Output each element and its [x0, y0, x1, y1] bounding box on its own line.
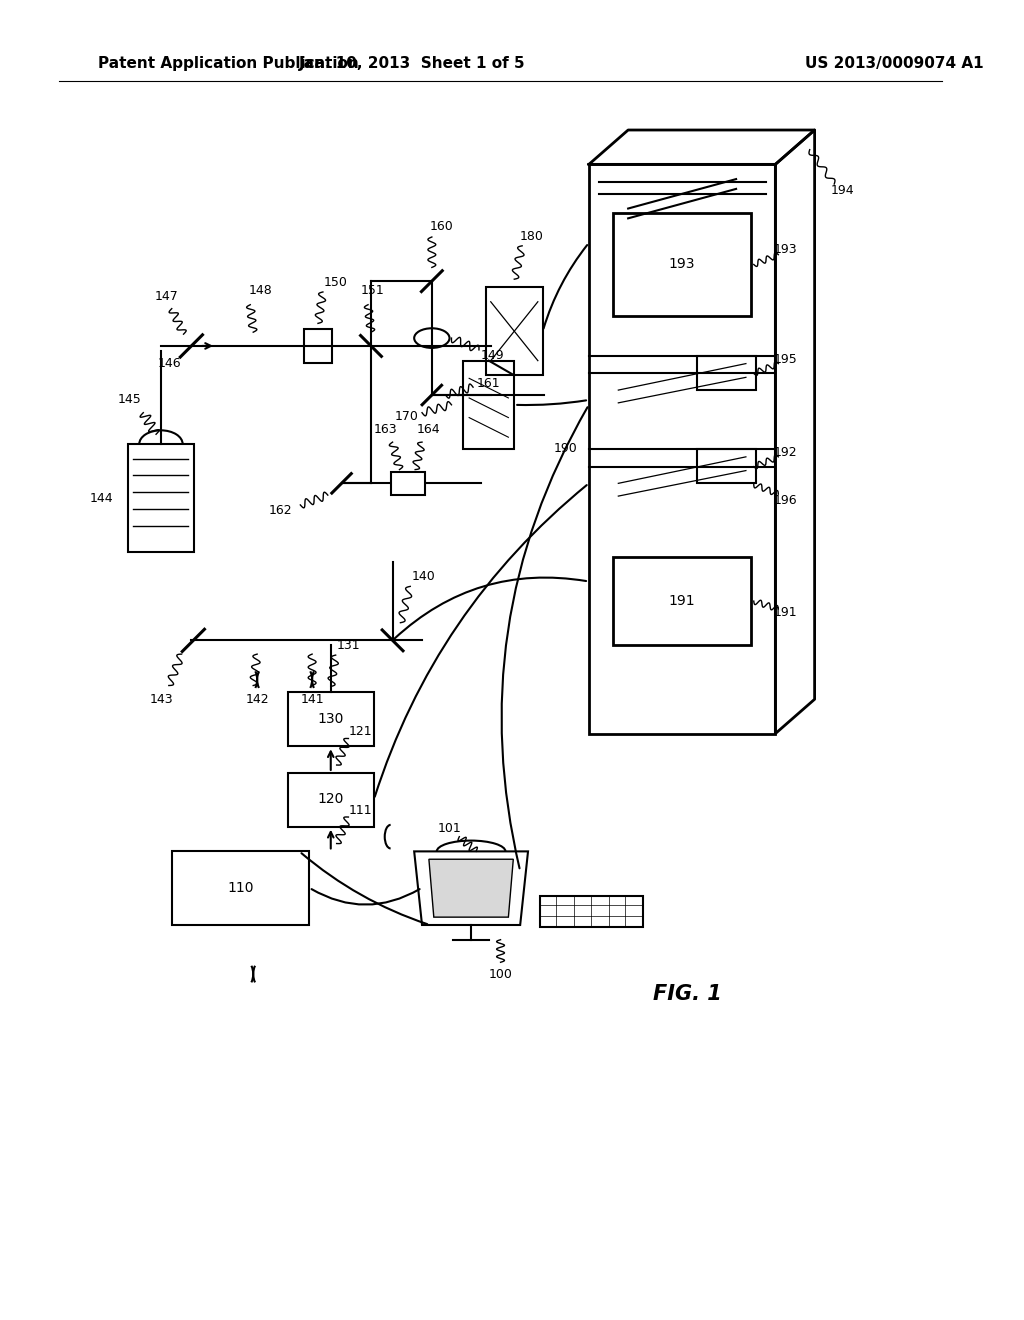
Text: 160: 160	[430, 219, 454, 232]
Text: 100: 100	[488, 968, 512, 981]
Text: 196: 196	[773, 494, 797, 507]
Text: 170: 170	[394, 411, 418, 424]
Text: 141: 141	[300, 693, 324, 706]
Text: FIG. 1: FIG. 1	[652, 983, 721, 1003]
Text: Patent Application Publication: Patent Application Publication	[98, 55, 358, 71]
Text: 148: 148	[248, 285, 272, 297]
Text: 146: 146	[158, 358, 181, 370]
Text: 142: 142	[246, 693, 269, 706]
Text: 149: 149	[481, 350, 505, 362]
Text: 192: 192	[773, 446, 797, 459]
Text: 140: 140	[412, 570, 436, 583]
Bar	[540, 895, 643, 927]
Bar	[288, 774, 374, 826]
Polygon shape	[429, 859, 513, 917]
Bar	[128, 444, 195, 552]
Bar	[288, 693, 374, 746]
Bar	[463, 360, 514, 449]
Text: 101: 101	[437, 822, 462, 836]
Text: 131: 131	[337, 639, 360, 652]
Text: 151: 151	[361, 285, 385, 297]
Text: 144: 144	[89, 491, 113, 504]
Text: 161: 161	[477, 376, 501, 389]
Text: 195: 195	[773, 354, 797, 366]
Bar	[485, 286, 543, 375]
Text: 130: 130	[317, 711, 344, 726]
Text: 162: 162	[269, 504, 293, 517]
Text: 193: 193	[773, 243, 797, 256]
Text: 164: 164	[417, 422, 440, 436]
Bar	[697, 449, 756, 483]
Text: US 2013/0009074 A1: US 2013/0009074 A1	[805, 55, 983, 71]
Bar	[589, 165, 775, 734]
Text: 191: 191	[669, 594, 695, 609]
Bar	[613, 557, 751, 645]
Text: 193: 193	[669, 257, 695, 272]
Bar	[172, 851, 309, 925]
Bar	[697, 356, 756, 391]
Text: 194: 194	[830, 185, 854, 198]
Text: 150: 150	[324, 276, 347, 289]
Text: 111: 111	[348, 804, 372, 817]
Bar	[390, 471, 425, 495]
Text: 121: 121	[348, 725, 372, 738]
Text: Jan. 10, 2013  Sheet 1 of 5: Jan. 10, 2013 Sheet 1 of 5	[299, 55, 525, 71]
Bar	[613, 214, 751, 317]
Text: 145: 145	[118, 393, 141, 407]
Text: 143: 143	[151, 693, 174, 706]
Text: 191: 191	[773, 606, 797, 619]
Text: 110: 110	[227, 880, 254, 895]
Text: 163: 163	[374, 422, 397, 436]
Text: 120: 120	[317, 792, 344, 807]
Text: 180: 180	[520, 230, 544, 243]
Text: 147: 147	[155, 290, 179, 304]
Text: 190: 190	[553, 442, 578, 455]
Bar	[304, 329, 332, 363]
